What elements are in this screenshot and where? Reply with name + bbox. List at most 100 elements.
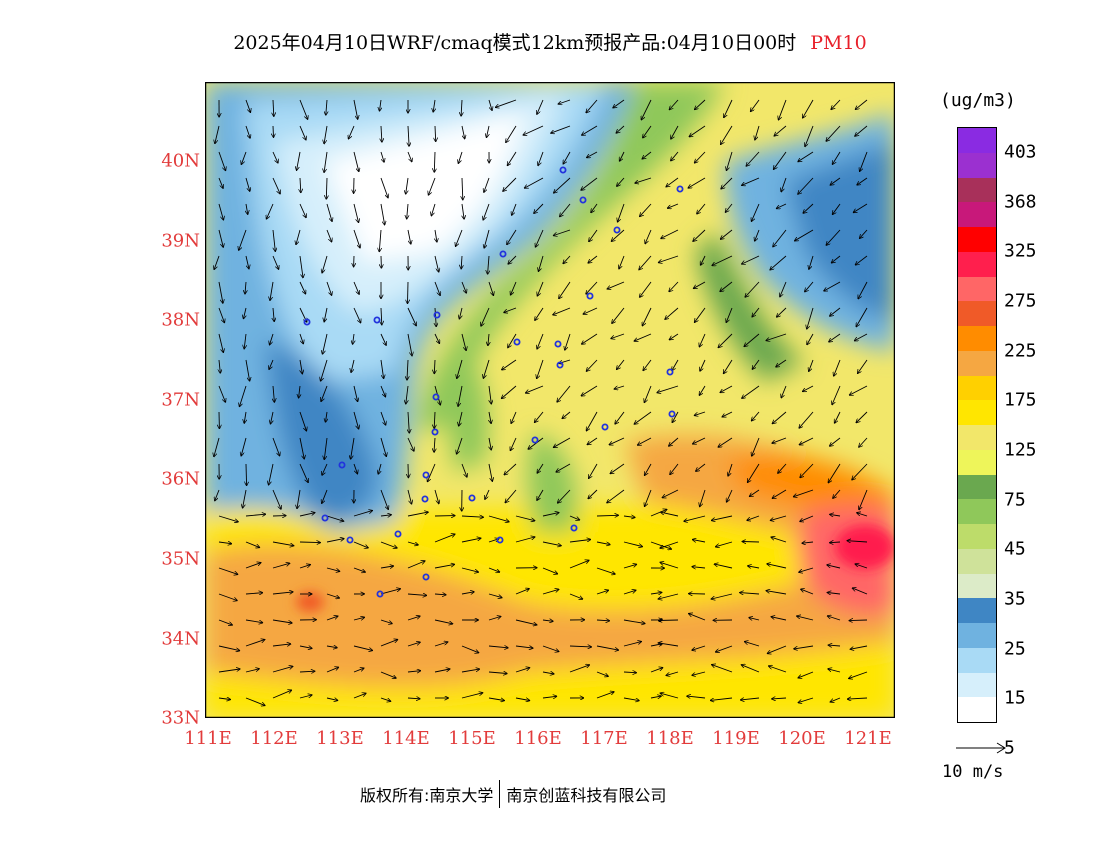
wind-arrow <box>745 642 760 647</box>
wind-arrow <box>488 593 502 598</box>
wind-arrow <box>830 514 841 516</box>
wind-arrow <box>218 177 223 188</box>
wind-arrow <box>353 567 365 572</box>
wind-arrow <box>695 151 706 163</box>
wind-arrow <box>583 307 598 314</box>
wind-arrow <box>695 411 706 415</box>
wind-arrow <box>326 646 337 648</box>
wind-arrow <box>650 592 662 594</box>
city-marker <box>422 573 430 581</box>
wind-arrow <box>244 411 246 423</box>
wind-arrow <box>852 463 868 480</box>
wind-arrow <box>380 640 398 647</box>
wind-arrow <box>296 229 301 244</box>
legend-swatch <box>958 177 996 203</box>
wind-arrow <box>244 333 246 349</box>
lat-label-40N: 40N <box>161 150 200 172</box>
wind-arrow <box>855 333 868 341</box>
wind-arrow <box>554 229 571 236</box>
wind-arrow <box>461 567 478 572</box>
wind-arrow <box>456 229 463 246</box>
wind-arrow <box>728 463 733 476</box>
wind-arrow <box>496 99 517 107</box>
wind-arrow <box>586 281 598 294</box>
wind-arrow <box>588 489 598 499</box>
wind-arrow <box>768 645 787 653</box>
wind-arrow <box>697 203 706 214</box>
wind-arrow <box>510 437 517 450</box>
city-marker <box>432 393 440 401</box>
wind-arrow <box>321 359 328 381</box>
wind-arrow <box>833 151 841 164</box>
wind-arrow <box>506 125 517 142</box>
wind-arrow <box>569 646 591 647</box>
wind-arrow <box>828 669 841 673</box>
wind-arrow <box>241 151 247 164</box>
wind-arrow <box>378 463 381 474</box>
wind-arrow <box>661 512 679 517</box>
wind-arrow <box>847 541 868 542</box>
wind-arrow <box>272 177 280 194</box>
wind-arrow <box>623 619 645 624</box>
wind-arrow <box>671 151 679 161</box>
wind-arrow <box>326 281 332 295</box>
wind-arrow <box>770 255 787 270</box>
wind-arrow <box>711 593 733 599</box>
wind-arrow <box>695 99 706 109</box>
wind-arrow <box>672 359 679 370</box>
wind-arrow <box>488 385 491 404</box>
wind-arrow <box>774 151 787 169</box>
wind-arrow <box>271 411 274 424</box>
wind-arrow <box>407 437 414 451</box>
wind-arrow <box>457 437 463 454</box>
wind-arrow <box>502 359 517 370</box>
wind-arrow <box>380 697 391 701</box>
wind-arrow <box>461 463 467 477</box>
city-marker <box>373 316 381 324</box>
wind-arrow <box>326 539 344 543</box>
wind-arrow <box>657 385 679 393</box>
lon-label-119E: 119E <box>712 728 760 749</box>
wind-arrow <box>666 671 679 675</box>
wind-arrow <box>245 697 265 705</box>
wind-arrow <box>488 672 507 674</box>
wind-arrow <box>353 693 366 699</box>
wind-arrow <box>610 463 625 474</box>
wind-arrow <box>752 307 760 317</box>
wind-arrow <box>528 437 544 449</box>
legend-label-45: 45 <box>1004 538 1026 560</box>
wind-arrow <box>434 255 439 272</box>
wind-arrow <box>461 516 483 517</box>
wind-arrow <box>554 177 571 193</box>
wind-arrow <box>272 489 281 509</box>
legend-label-15: 15 <box>1004 687 1026 709</box>
lon-label-112E: 112E <box>250 728 298 749</box>
city-marker <box>554 340 562 348</box>
footer-right: 南京创蓝科技有限公司 <box>506 786 667 805</box>
wind-arrow <box>434 594 446 595</box>
wind-arrow <box>406 177 408 194</box>
wind-arrow <box>239 229 247 250</box>
wind-arrow <box>720 385 733 392</box>
wind-arrow <box>660 693 679 699</box>
legend-swatch <box>958 276 996 302</box>
city-marker <box>666 368 674 376</box>
wind-arrow <box>563 151 571 164</box>
wind-arrow <box>353 541 368 548</box>
wind-arrow <box>615 411 625 424</box>
legend-swatch <box>958 598 996 623</box>
wind-arrow <box>218 645 240 651</box>
legend-swatch <box>958 474 996 500</box>
wind-arrow <box>803 99 814 118</box>
wind-arrow <box>800 463 814 478</box>
map-title: 2025年04月10日WRF/cmaq模式12km预报产品:04月10日00时 P… <box>0 28 1100 55</box>
wind-arrow <box>684 515 706 521</box>
wind-arrow <box>726 307 733 322</box>
wind-arrow <box>324 125 328 144</box>
legend-swatch <box>958 227 996 252</box>
wind-arrow <box>807 333 814 345</box>
wind-arrow <box>353 511 372 517</box>
wind-arrow <box>771 515 787 520</box>
wind-arrow <box>856 99 868 109</box>
wind-arrow <box>537 359 544 378</box>
